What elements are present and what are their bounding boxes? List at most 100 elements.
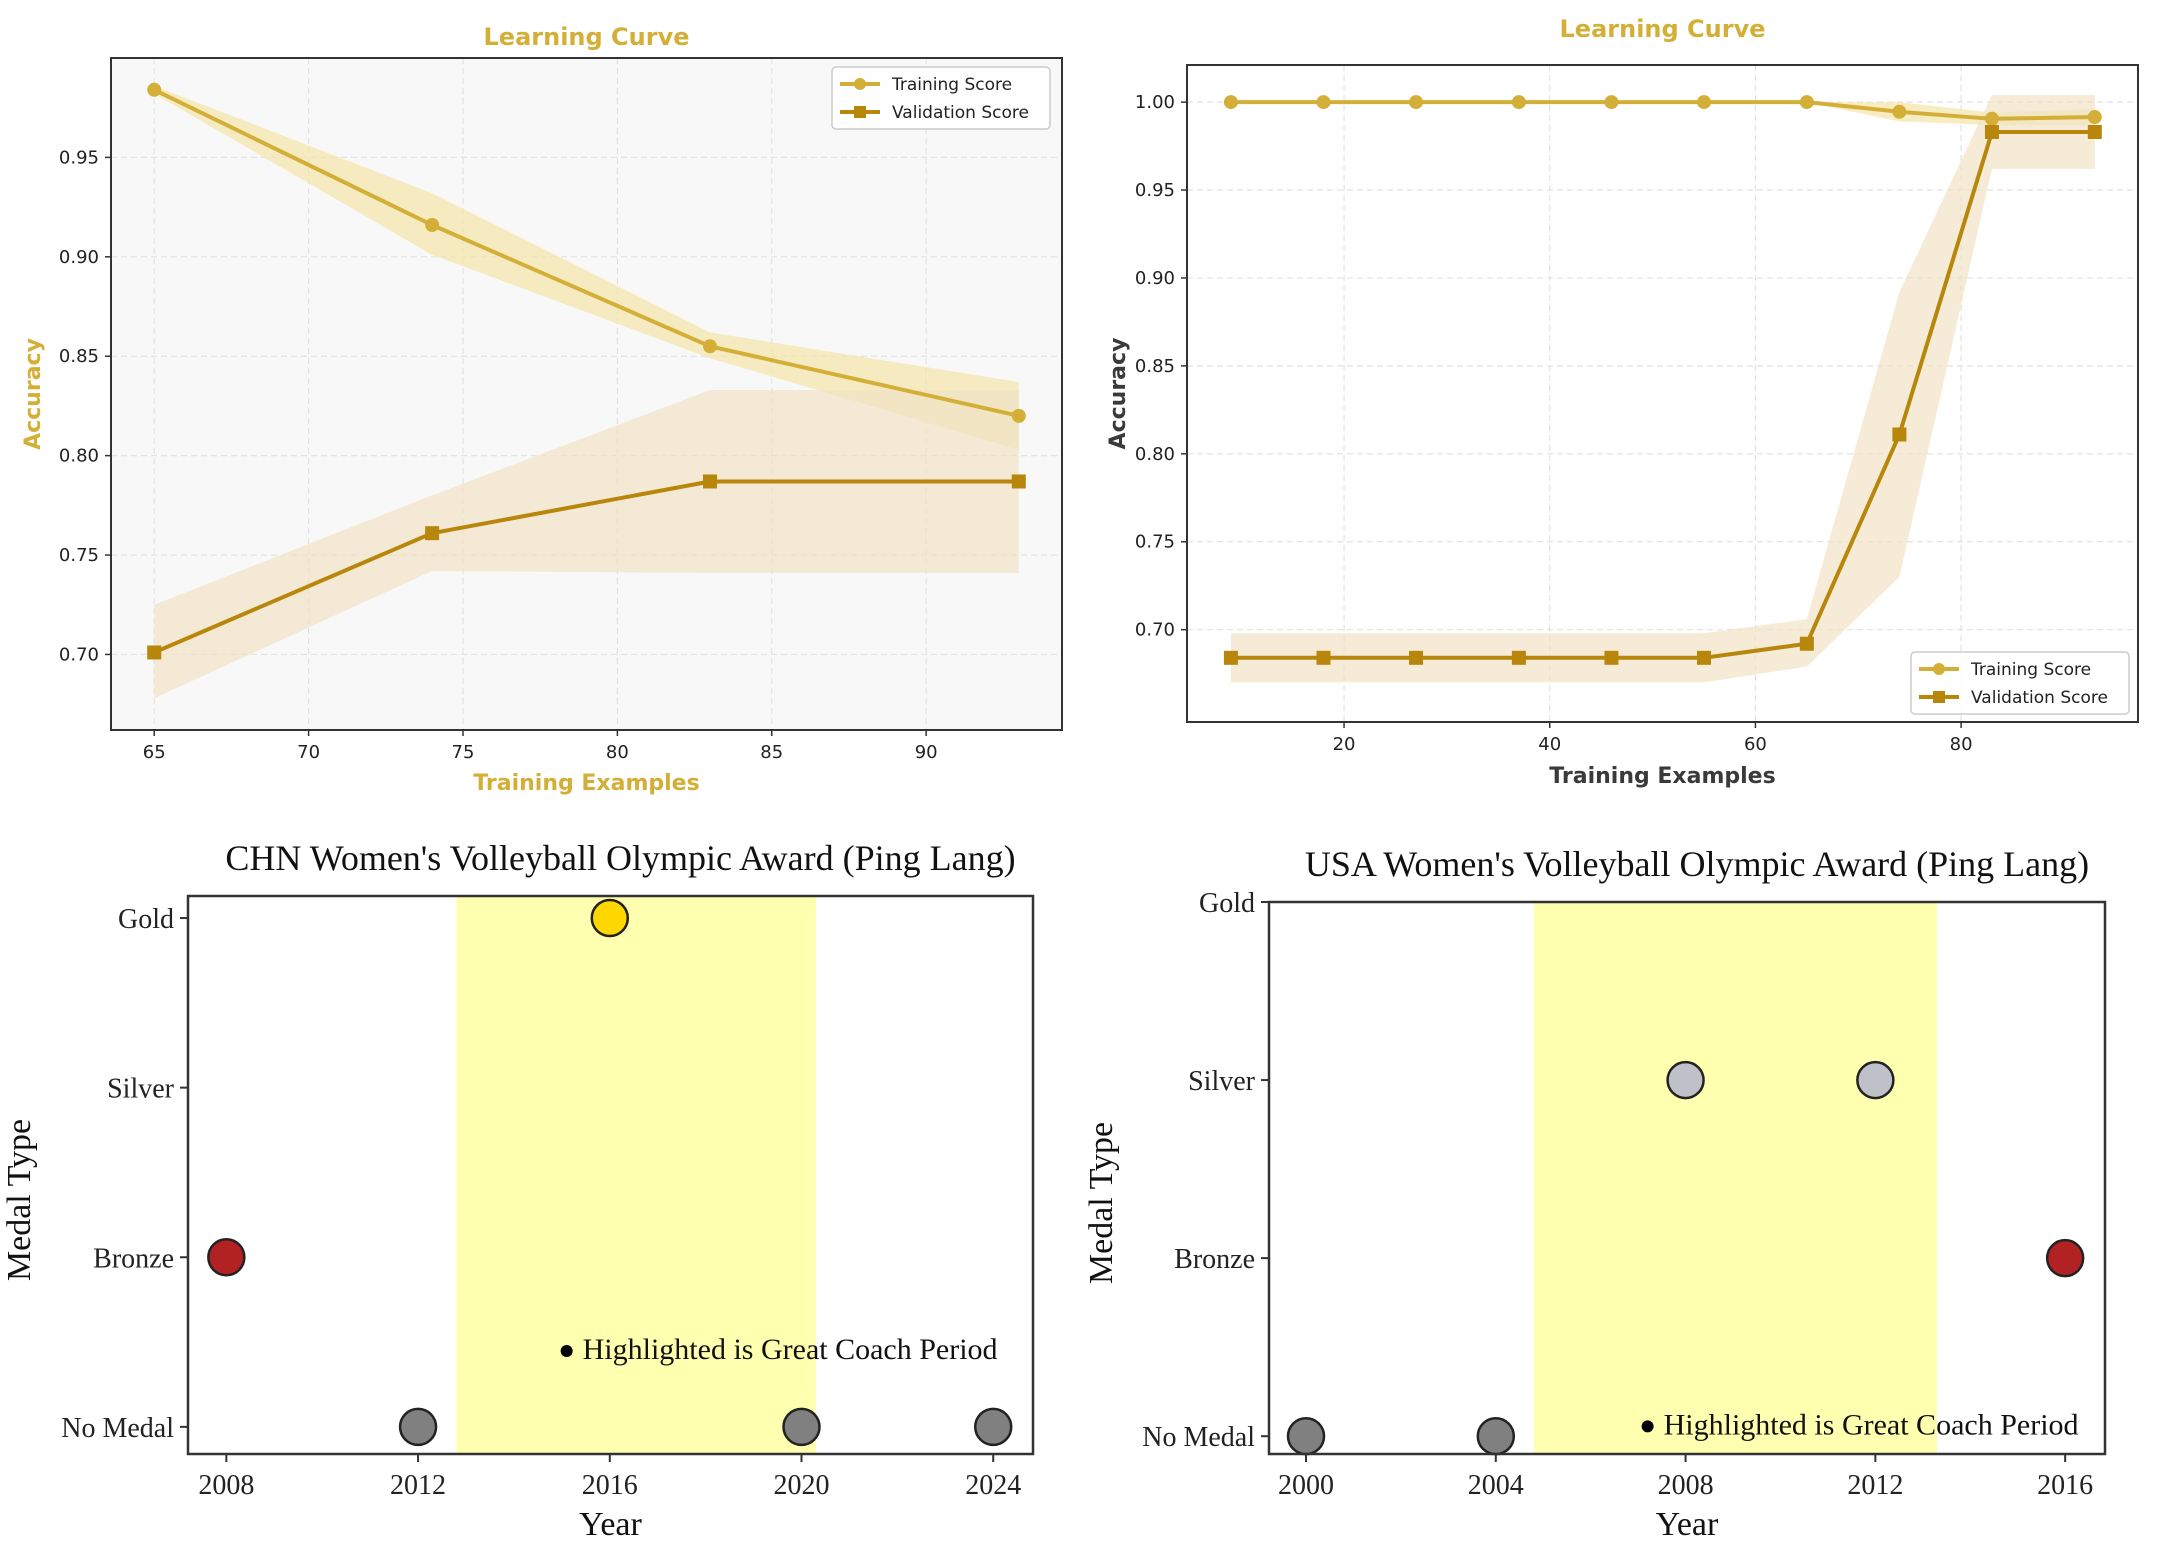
legend: Training Score Validation Score [1910, 651, 2130, 715]
highlight-span [456, 896, 816, 1454]
data-point-training [1409, 95, 1424, 110]
x-tick-label: 80 [606, 742, 629, 763]
y-tick-label: No Medal [1142, 1422, 1255, 1453]
confidence-band-validation [1230, 95, 2095, 683]
x-tick-label: 2000 [1278, 1470, 1334, 1501]
medal-point-gold [590, 898, 630, 938]
x-tick-label: 2016 [2037, 1470, 2093, 1501]
legend-marker-square [1933, 691, 1945, 703]
series-line-validation [1230, 130, 2095, 660]
y-tick-label: 0.85 [59, 346, 99, 367]
y-tick-label: 0.80 [1135, 444, 1175, 465]
legend-label: Validation Score [1971, 688, 2108, 708]
data-point-validation [425, 526, 440, 541]
medal-point-silver [1666, 1060, 1705, 1100]
y-axis-label: Medal Type [1083, 1122, 1120, 1284]
annotation-text: Highlighted is Great Coach Period [1664, 1408, 2079, 1441]
y-tick-label: 0.75 [59, 545, 99, 566]
x-tick-label: 80 [1950, 734, 1973, 755]
medal-point-no-medal [398, 1407, 438, 1447]
x-tick-label: 70 [297, 742, 320, 763]
legend: Training Score Validation Score [831, 66, 1051, 130]
data-point-training [1984, 111, 1999, 126]
y-tick-label: Gold [118, 904, 174, 935]
legend-box [831, 66, 1051, 130]
data-point-validation [2087, 125, 2102, 140]
data-point-validation [1604, 650, 1619, 665]
legend-label: Training Score [891, 75, 1012, 95]
chart-title: USA Women's Volleyball Olympic Award (Pi… [1305, 844, 2089, 884]
x-tick-label: 2008 [198, 1470, 254, 1501]
x-tick-label: 75 [452, 742, 475, 763]
highlight-span [1533, 902, 1938, 1454]
data-point-validation [1223, 650, 1238, 665]
y-tick-label: 0.80 [59, 446, 99, 467]
x-tick-label: 2012 [390, 1470, 446, 1501]
data-point-training [1604, 95, 1619, 110]
legend-marker-circle [1933, 663, 1945, 675]
y-tick-label: No Medal [61, 1413, 174, 1444]
y-axis-label: Accuracy [21, 338, 46, 450]
y-tick-label: 0.70 [1135, 620, 1175, 641]
y-axis-label: Medal Type [1, 1119, 38, 1281]
data-point-validation [147, 645, 162, 660]
data-point-training [1696, 95, 1711, 110]
series-line-training [1230, 100, 2095, 121]
x-tick-label: 2004 [1468, 1470, 1524, 1501]
x-tick-label: 2012 [1847, 1470, 1903, 1501]
y-tick-label: Bronze [1174, 1244, 1255, 1275]
medal-point-no-medal [782, 1407, 821, 1447]
data-point-training [425, 218, 440, 233]
data-point-training [1511, 95, 1526, 110]
y-tick-label: 0.75 [1135, 532, 1175, 553]
data-point-training [1316, 95, 1331, 110]
data-point-validation [1409, 650, 1424, 665]
x-tick-label: 20 [1333, 734, 1356, 755]
x-tick-label: 85 [760, 742, 783, 763]
x-tick-label: 90 [915, 742, 938, 763]
y-tick-label: Silver [1188, 1066, 1256, 1097]
legend-marker-square [854, 106, 866, 118]
y-tick-label: 0.90 [59, 247, 99, 268]
confidence-band-validation [154, 390, 1019, 699]
data-point-validation [1011, 474, 1026, 489]
x-tick-label: 2024 [965, 1470, 1021, 1501]
plot-frame [110, 57, 1063, 731]
x-tick-label: 40 [1538, 734, 1561, 755]
medal-point-no-medal [1476, 1416, 1516, 1456]
chn-medals: Highlighted is Great Coach Period 2008 201… [1, 838, 1035, 1543]
data-point-training [1799, 95, 1814, 110]
y-tick-label: Bronze [93, 1243, 174, 1274]
usa-medals: Highlighted is Great Coach Period 2000 200… [1083, 844, 2107, 1543]
x-axis-label: Training Examples [1549, 764, 1775, 789]
chart-title: CHN Women's Volleyball Olympic Award (Pi… [225, 838, 1015, 878]
x-tick-label: 2020 [773, 1470, 829, 1501]
medal-point-no-medal [1286, 1416, 1326, 1456]
confidence-band-training [154, 85, 1019, 450]
legend-marker-circle [854, 78, 866, 90]
plot-frame [1186, 64, 2139, 723]
chart-title: Learning Curve [484, 23, 690, 51]
data-point-training [1892, 104, 1907, 119]
y-tick-label: 0.70 [59, 644, 99, 665]
x-tick-label: 2016 [582, 1470, 638, 1501]
learning-curve-left: 65 70 75 80 85 90 0.70 0.75 0.80 0.85 0.90 0.95 Lear… [21, 23, 1063, 796]
data-point-validation [1799, 636, 1814, 651]
data-point-validation [1696, 650, 1711, 665]
data-point-validation [1892, 427, 1907, 442]
learning-curve-right: 20 40 60 80 0.70 0.75 0.80 0.85 0.90 0.95 1.00 Lear… [1106, 15, 2139, 789]
legend-box [1910, 651, 2130, 715]
data-point-validation [1511, 650, 1526, 665]
series-line-validation [153, 479, 1019, 655]
chart-title: Learning Curve [1560, 15, 1766, 43]
data-point-training [147, 82, 162, 97]
legend-label: Validation Score [892, 103, 1029, 123]
series-line-training [153, 88, 1020, 418]
data-point-training [1011, 408, 1026, 423]
x-axis-label: Training Examples [473, 771, 699, 796]
data-point-validation [703, 474, 718, 489]
y-tick-label: 0.95 [1135, 180, 1175, 201]
y-axis-label: Accuracy [1106, 338, 1131, 450]
y-tick-label: Gold [1199, 888, 1255, 919]
